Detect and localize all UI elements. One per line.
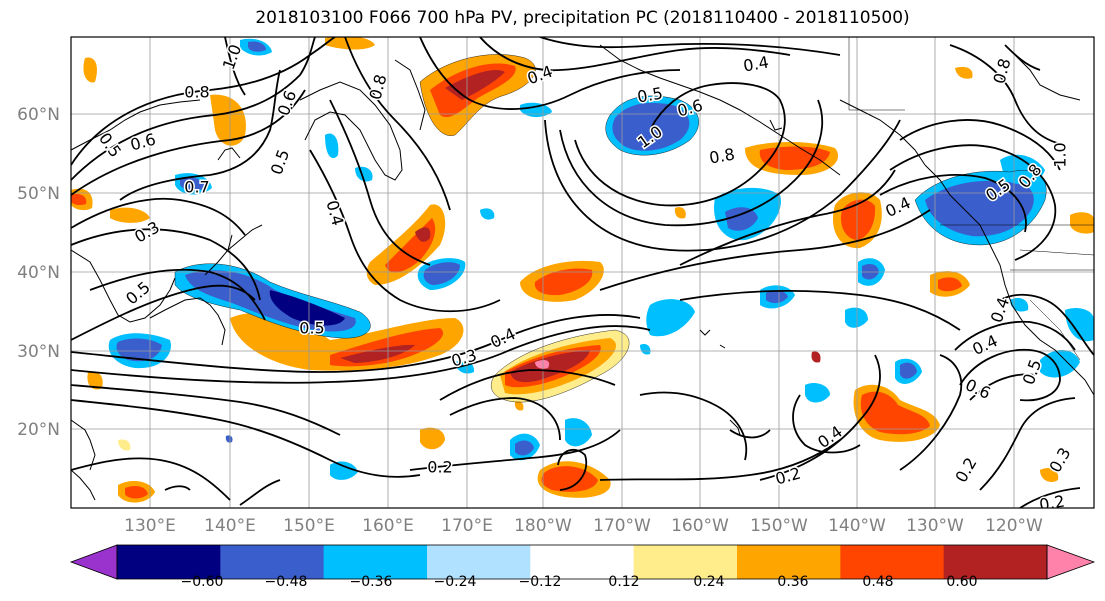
colorbar: −0.60 −0.48 −0.36 −0.24 −0.12 0.12 0.24 … [69,544,1096,590]
gridlines [71,37,1094,508]
colorbar-tick-label: 0.12 [608,574,639,590]
lat-label: 60°N [17,105,60,125]
colorbar-swatch [943,545,1048,579]
colorbar-tick-label: 0.48 [862,574,893,590]
lon-label: 160°W [671,516,729,536]
map-frame [70,36,1095,509]
contour-label: 0.2 [1038,491,1066,514]
colorbar-arrow-min [69,544,118,580]
colorbar-tick-label: −0.48 [265,574,308,590]
latitude-labels: 60°N 50°N 40°N 30°N 20°N [17,105,60,440]
lon-label: 160°E [362,516,414,536]
negative-precip-shading [108,38,1094,480]
colorbar-ticks: −0.60 −0.48 −0.36 −0.24 −0.12 0.12 0.24 … [181,574,978,590]
lon-label: 120°W [985,516,1043,536]
contour-label: 1.0 [1051,142,1070,167]
map-area: 1.00.80.5 0.60.70.60.50.80.40.30.50.50.30… [70,36,1095,514]
lat-label: 50°N [17,184,60,204]
lon-label: 130°W [906,516,964,536]
colorbar-tick-label: −0.12 [519,574,562,590]
colorbar-segments [69,544,1096,580]
colorbar-tick-label: −0.36 [350,574,393,590]
colorbar-swatch [220,545,325,579]
colorbar-swatch [427,545,531,579]
colorbar-tick-label: 0.36 [777,574,808,590]
colorbar-tick-label: −0.60 [181,574,224,590]
contour-label: 0.4 [742,52,770,75]
colorbar-swatch [633,545,738,579]
lon-label: 150°E [283,516,335,536]
lon-label: 170°E [441,516,493,536]
contour-label: 0.5 [299,319,324,338]
colorbar-swatch [323,545,428,579]
colorbar-tick-label: −0.24 [434,574,477,590]
pv-contours [71,37,1094,508]
lon-label: 130°E [124,516,176,536]
colorbar-tick-label: 0.24 [693,574,724,590]
lon-label: 170°W [593,516,651,536]
lat-label: 40°N [17,263,60,283]
contour-label: 0.8 [708,144,736,167]
colorbar-tick-label: 0.60 [946,574,977,590]
lat-label: 30°N [17,342,60,362]
lat-label: 20°N [17,420,60,440]
contour-label: 0.8 [184,83,209,102]
contour-label: 0.2 [427,458,452,477]
map-title: 2018103100 F066 700 hPa PV, precipitatio… [255,8,910,28]
colorbar-swatch [737,545,841,579]
colorbar-swatch [117,545,221,579]
colorbar-outline [116,544,1048,580]
lon-label: 150°W [750,516,808,536]
lon-label: 140°E [204,516,256,536]
longitude-labels: 130°E 140°E 150°E 160°E 170°E 180°W 170°… [124,516,1043,536]
lon-label: 140°W [828,516,886,536]
colorbar-swatch [530,545,635,579]
coastlines [71,44,1094,501]
lon-label: 180°W [514,516,572,536]
colorbar-arrow-max [1046,544,1096,580]
contour-label: 0.7 [184,178,209,197]
colorbar-swatch [840,545,945,579]
